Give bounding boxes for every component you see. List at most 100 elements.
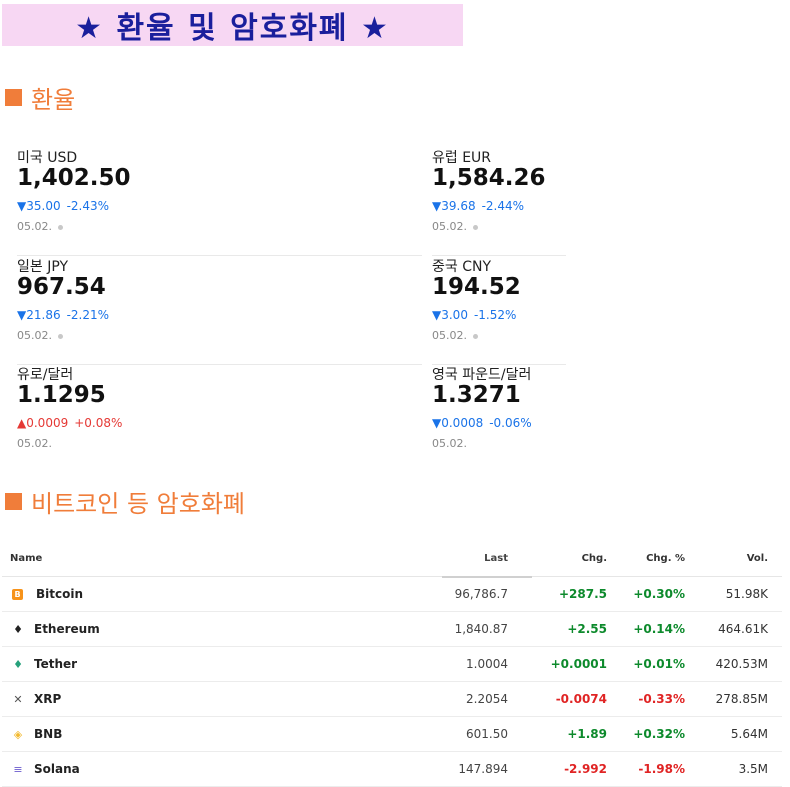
fx-date-text: 05.02. [432,437,467,450]
fx-card-eurusd[interactable]: 유로/달러 1.1295 ▲0.0009 +0.08% 05.02. [17,364,422,472]
header-name[interactable]: Name [10,553,43,564]
xrp-icon: ✕ [13,692,23,706]
volume: 3.5M [738,762,768,776]
volume: 420.53M [715,657,768,671]
last-price: 601.50 [466,727,508,741]
fx-change: ▼39.68 -2.44% [432,199,524,213]
status-dot-icon [58,333,63,339]
coin-name[interactable]: Bitcoin [36,587,84,601]
change-value: +1.89 [567,727,607,741]
fx-change-amount: ▼35.00 [17,199,61,213]
crypto-table: Name Last Chg. Chg. % Vol. B Bitcoin 96,78… [2,541,782,787]
change-percent: +0.30% [633,587,685,601]
fx-change-percent: -2.21% [66,308,110,322]
change-value: +2.55 [567,622,607,636]
fx-card-gbpusd[interactable]: 영국 파운드/달러 1.3271 ▼0.0008 -0.06% 05.02. [432,364,566,472]
status-dot-icon [473,333,478,339]
header-pct[interactable]: Chg. % [646,553,685,564]
crypto-section-label: 비트코인 등 암호화폐 [31,490,245,518]
fx-change-percent: -0.06% [489,416,532,430]
fx-change-percent: -2.43% [66,199,110,213]
coin-cell[interactable]: ◈ BNB [10,717,63,751]
fx-value: 1.3271 [432,382,521,408]
volume: 51.98K [725,587,768,601]
last-price: 96,786.7 [454,587,508,601]
table-header: Name Last Chg. Chg. % Vol. [2,541,782,578]
fx-change-percent: -1.52% [473,308,517,322]
volume: 278.85M [715,692,768,706]
coin-cell[interactable]: ♦ Ethereum [10,612,100,646]
fx-change-amount: ▼39.68 [432,199,476,213]
fx-card-jpy[interactable]: 일본 JPY 967.54 ▼21.86 -2.21% 05.02. [17,256,422,365]
coin-name[interactable]: XRP [34,692,62,706]
fx-section-label: 환율 [31,86,76,114]
fx-change: ▼35.00 -2.43% [17,199,109,213]
bitcoin-icon: B [12,588,23,600]
bnb-icon: ◈ [13,727,23,741]
coin-cell[interactable]: ≡ Solana [10,752,80,786]
fx-label: 유로/달러 [17,367,74,383]
volume: 5.64M [730,727,768,741]
fx-change-amount: ▼21.86 [17,308,61,322]
fx-date: 05.02. [432,329,478,342]
fx-change-amount: ▼0.0008 [432,416,484,430]
crypto-section-title: 비트코인 등 암호화폐 [5,484,245,519]
fx-value: 1.1295 [17,382,106,408]
coin-cell[interactable]: ✕ XRP [10,682,61,716]
table-row[interactable]: B Bitcoin 96,786.7 +287.5 +0.30% 51.98K [2,577,782,612]
change-value: +0.0001 [550,657,607,671]
change-percent: -0.33% [638,692,685,706]
fx-date-text: 05.02. [17,329,52,342]
banner-title: ★ 환율 및 암호화폐 ★ [75,11,390,46]
fx-card-eur[interactable]: 유럽 EUR 1,584.26 ▼39.68 -2.44% 05.02. [432,147,566,256]
tether-icon: ♦ [13,657,23,671]
fx-date: 05.02. [432,437,467,450]
fx-section-title: 환율 [5,80,75,115]
fx-change-percent: +0.08% [74,416,123,430]
fx-value: 967.54 [17,274,106,300]
fx-label: 일본 JPY [17,259,69,275]
fx-date: 05.02. [432,220,478,233]
coin-name[interactable]: BNB [34,727,63,741]
change-percent: +0.14% [633,622,685,636]
fx-change: ▼3.00 -1.52% [432,308,516,322]
coin-cell[interactable]: ♦ Tether [10,647,77,681]
fx-card-cny[interactable]: 중국 CNY 194.52 ▼3.00 -1.52% 05.02. [432,256,566,365]
fx-date-text: 05.02. [432,329,467,342]
fx-label: 유럽 EUR [432,150,492,166]
change-value: -0.0074 [555,692,607,706]
change-percent: +0.01% [633,657,685,671]
status-dot-icon [58,224,63,230]
fx-card-usd[interactable]: 미국 USD 1,402.50 ▼35.00 -2.43% 05.02. [17,147,422,256]
coin-cell[interactable]: B Bitcoin [10,577,83,611]
table-row[interactable]: ◈ BNB 601.50 +1.89 +0.32% 5.64M [2,717,782,752]
table-row[interactable]: ♦ Ethereum 1,840.87 +2.55 +0.14% 464.61K [2,612,782,647]
table-body: B Bitcoin 96,786.7 +287.5 +0.30% 51.98K ♦ Ether… [2,577,782,787]
table-row[interactable]: ≡ Solana 147.894 -2.992 -1.98% 3.5M [2,752,782,787]
fx-change-amount: ▲0.0009 [17,416,69,430]
fx-change-percent: -2.44% [481,199,525,213]
change-percent: +0.32% [633,727,685,741]
coin-name[interactable]: Solana [34,762,80,776]
square-bullet-icon [5,89,22,106]
fx-value: 194.52 [432,274,521,300]
table-row[interactable]: ✕ XRP 2.2054 -0.0074 -0.33% 278.85M [2,682,782,717]
change-value: -2.992 [564,762,607,776]
coin-name[interactable]: Ethereum [34,622,100,636]
fx-date-text: 05.02. [17,437,52,450]
last-price: 2.2054 [466,692,508,706]
last-price: 1.0004 [466,657,508,671]
solana-icon: ≡ [13,762,23,776]
last-price: 147.894 [458,762,508,776]
header-last[interactable]: Last [484,553,508,564]
fx-date-text: 05.02. [17,220,52,233]
fx-change: ▼21.86 -2.21% [17,308,109,322]
square-bullet-icon [5,493,22,510]
fx-value: 1,584.26 [432,165,546,191]
ethereum-icon: ♦ [13,622,23,636]
header-vol[interactable]: Vol. [746,553,768,564]
table-row[interactable]: ♦ Tether 1.0004 +0.0001 +0.01% 420.53M [2,647,782,682]
coin-name[interactable]: Tether [34,657,78,671]
header-chg[interactable]: Chg. [581,553,607,564]
volume: 464.61K [718,622,768,636]
